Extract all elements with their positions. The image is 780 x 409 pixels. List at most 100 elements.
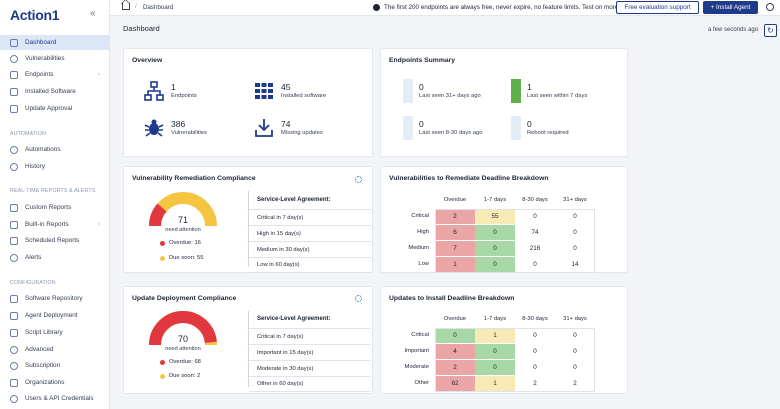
stat-endpoints[interactable]: 1 Endpoints [144, 81, 197, 101]
matrix-cell[interactable]: 2 [435, 209, 475, 224]
matrix-frame [435, 209, 595, 273]
sidebar-item-label: Automations [25, 146, 61, 153]
sidebar-item-history[interactable]: History [0, 159, 110, 174]
matrix-cell[interactable]: 62 [435, 376, 475, 391]
matrix-cell[interactable]: 2 [435, 360, 475, 375]
row-label: Other [414, 380, 430, 386]
sidebar-item-software-repository[interactable]: Software Repository [0, 291, 110, 306]
sidebar-item-agent-deployment[interactable]: Agent Deployment [0, 308, 110, 323]
bug-icon [10, 54, 18, 63]
home-icon[interactable] [122, 3, 130, 10]
sidebar-item-organizations[interactable]: Organizations [0, 375, 110, 390]
endpoint-stat-reboot[interactable]: 0 Reboot required [511, 116, 569, 140]
sidebar-item-custom-reports[interactable]: Custom Reports [0, 200, 110, 215]
matrix-cell[interactable]: 4 [435, 344, 475, 359]
gear-icon[interactable] [355, 295, 362, 302]
refresh-button[interactable]: ↻ [764, 24, 777, 37]
sidebar-item-label: Scheduled Reports [25, 237, 80, 244]
free-evaluation-button[interactable]: Free evaluation support [616, 1, 699, 14]
sidebar-item-label: Alerts [25, 254, 42, 261]
action1-logo[interactable]: Action1 [10, 7, 60, 23]
gauge-label: need attention [165, 346, 201, 352]
matrix-cell[interactable]: 0 [555, 344, 595, 359]
sidebar-item-update-approval[interactable]: Update Approval [0, 101, 110, 116]
matrix-cell[interactable]: 2 [555, 376, 595, 391]
bug-icon [144, 119, 164, 137]
matrix-cell[interactable]: 0 [555, 328, 595, 343]
matrix-cell[interactable]: 0 [555, 209, 595, 224]
matrix-cell[interactable]: 14 [555, 257, 595, 272]
sidebar-item-label: Endpoints [25, 71, 54, 78]
matrix-cell[interactable]: 74 [515, 225, 555, 240]
software-icon [10, 87, 18, 96]
matrix-cell[interactable]: 216 [515, 241, 555, 256]
matrix-cell[interactable]: 0 [515, 344, 555, 359]
stat-value: 0 [527, 119, 532, 129]
sla-list: Service-Level Agreement: Critical in 7 d… [248, 311, 371, 392]
sidebar-item-subscription[interactable]: Subscription [0, 358, 110, 373]
sidebar-item-alerts[interactable]: Alerts [0, 250, 110, 265]
sidebar-item-installed-software[interactable]: Installed Software [0, 84, 110, 99]
matrix-cell[interactable]: 0 [515, 257, 555, 272]
breadcrumb[interactable]: Dashboard [143, 4, 174, 11]
collapse-sidebar-icon[interactable]: « [90, 8, 96, 19]
matrix-cell[interactable]: 1 [475, 376, 515, 391]
matrix-cell[interactable]: 6 [435, 225, 475, 240]
stat-label: Reboot required [527, 130, 569, 136]
matrix-cell[interactable]: 0 [475, 241, 515, 256]
matrix-cell[interactable]: 0 [515, 209, 555, 224]
card-title: Update Deployment Compliance [132, 295, 237, 302]
sidebar-item-automations[interactable]: Automations [0, 142, 110, 157]
sidebar-item-builtin-reports[interactable]: Built-in Reports › [0, 217, 110, 232]
matrix-cell[interactable]: 0 [555, 360, 595, 375]
stat-missing-updates[interactable]: 74 Missing updates [254, 118, 323, 138]
sidebar-item-advanced[interactable]: Advanced [0, 342, 110, 357]
gear-icon[interactable] [355, 176, 362, 183]
sidebar-item-users-api[interactable]: Users & API Credentials [0, 391, 110, 406]
legend-text: Overdue: 16 [169, 240, 201, 246]
status-bar [403, 79, 413, 103]
gift-icon [373, 4, 380, 11]
install-agent-button[interactable]: + Install Agent [703, 1, 758, 14]
matrix-cell[interactable]: 7 [435, 241, 475, 256]
matrix-cell[interactable]: 1 [435, 257, 475, 272]
row-label: Moderate [404, 364, 430, 370]
matrix-cell[interactable]: 0 [515, 360, 555, 375]
sla-item: Medium in 30 day(s) [249, 241, 371, 257]
sidebar-item-label: Organizations [25, 379, 65, 386]
matrix-cell[interactable]: 0 [475, 344, 515, 359]
endpoint-stat-31-days[interactable]: 0 Last seen 31+ days ago [403, 79, 481, 103]
legend-dot [160, 359, 165, 365]
history-icon [10, 162, 18, 171]
automation-icon [10, 145, 18, 154]
sidebar-item-script-library[interactable]: Script Library [0, 325, 110, 340]
breadcrumb-separator: / [135, 3, 137, 10]
organization-icon [10, 378, 18, 387]
sidebar-item-label: Subscription [25, 362, 61, 369]
endpoint-stat-8-30-days[interactable]: 0 Last seen 8-30 days ago [403, 116, 483, 140]
sidebar-item-endpoints[interactable]: Endpoints › [0, 67, 110, 82]
matrix-cell[interactable]: 55 [475, 209, 515, 224]
matrix-cell[interactable]: 0 [515, 328, 555, 343]
matrix-cell[interactable]: 1 [475, 328, 515, 343]
sidebar-item-vulnerabilities[interactable]: Vulnerabilities [0, 51, 110, 66]
endpoint-stat-7-days[interactable]: 1 Last seen within 7 days [511, 79, 587, 103]
stat-vulnerabilities[interactable]: 386 Vulnerabilities [144, 118, 207, 138]
deploy-icon [10, 311, 18, 320]
matrix-cell[interactable]: 0 [555, 241, 595, 256]
page-title: Dashboard [123, 24, 160, 33]
matrix-cell[interactable]: 0 [475, 257, 515, 272]
matrix-cell[interactable]: 0 [555, 225, 595, 240]
user-account-icon[interactable] [766, 3, 774, 11]
card-title: Endpoints Summary [389, 57, 456, 64]
matrix-cell[interactable]: 0 [475, 360, 515, 375]
matrix-cell[interactable]: 0 [475, 225, 515, 240]
sidebar-item-label: Vulnerabilities [25, 55, 65, 62]
matrix-cell[interactable]: 0 [435, 328, 475, 343]
sidebar-item-scheduled-reports[interactable]: Scheduled Reports [0, 233, 110, 248]
stat-installed-software[interactable]: 45 Installed software [254, 81, 326, 101]
sidebar-item-dashboard[interactable]: Dashboard [0, 35, 110, 50]
column-header: 8-30 days [522, 197, 548, 203]
matrix-cell[interactable]: 2 [515, 376, 555, 391]
legend-text: Overdue: 68 [169, 359, 201, 365]
